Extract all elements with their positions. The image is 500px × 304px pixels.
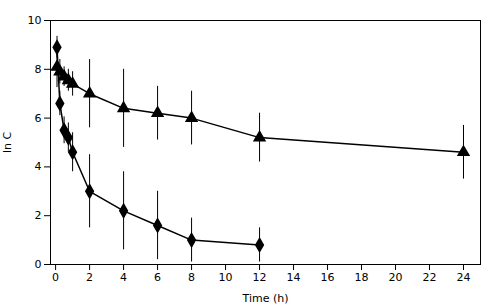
svg-text:6: 6 [35, 112, 42, 125]
svg-text:20: 20 [389, 271, 403, 284]
svg-text:12: 12 [253, 271, 267, 284]
svg-text:2: 2 [86, 271, 93, 284]
svg-text:18: 18 [355, 271, 369, 284]
svg-text:4: 4 [120, 271, 127, 284]
svg-text:16: 16 [321, 271, 335, 284]
svg-text:2: 2 [35, 209, 42, 222]
svg-text:4: 4 [35, 160, 42, 173]
svg-text:10: 10 [219, 271, 233, 284]
svg-text:6: 6 [154, 271, 161, 284]
svg-text:14: 14 [287, 271, 301, 284]
svg-text:0: 0 [35, 258, 42, 271]
svg-text:10: 10 [28, 14, 42, 27]
svg-text:0: 0 [52, 271, 59, 284]
svg-text:8: 8 [188, 271, 195, 284]
svg-text:ln C: ln C [1, 132, 14, 154]
svg-text:24: 24 [457, 271, 471, 284]
svg-text:Time (h): Time (h) [242, 292, 289, 304]
svg-text:22: 22 [423, 271, 437, 284]
svg-text:8: 8 [35, 63, 42, 76]
